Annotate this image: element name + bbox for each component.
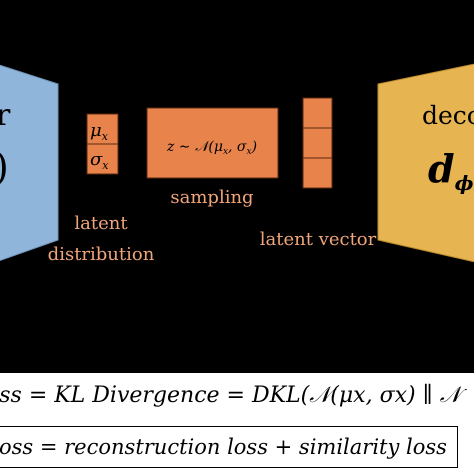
latent-vector-label: latent vector	[260, 229, 377, 250]
kl-divergence-formula: oss = KL Divergence = DKL(𝒩(μx, σx) ∥ 𝒩	[0, 373, 474, 419]
encoder-symbol: )	[0, 145, 9, 189]
kl-divergence-formula-text: oss = KL Divergence = DKL(𝒩(μx, σx) ∥ 𝒩	[0, 383, 461, 408]
sampling-formula: z ∼ 𝒩(μx, σx)	[166, 139, 257, 157]
latent-sigma: σx	[90, 149, 109, 172]
decoder-block	[377, 63, 474, 263]
latent-vector-cell-1	[302, 97, 333, 129]
decoder-label: deco	[422, 101, 474, 130]
sampling-label: sampling	[170, 187, 253, 208]
latent-vector-cell-2	[302, 127, 333, 159]
latent-mu: μx	[90, 120, 109, 143]
encoder-label: r	[0, 98, 11, 133]
encoder-block	[0, 64, 59, 262]
total-loss-formula-box: oss = reconstruction loss + similarity l…	[0, 426, 458, 468]
sampling-block	[146, 107, 279, 179]
total-loss-formula-text: oss = reconstruction loss + similarity l…	[0, 435, 447, 459]
decoder-symbol: dϕ(	[428, 146, 474, 195]
latent-sigma-cell	[86, 143, 119, 175]
latent-distribution-label-line2: distribution	[48, 244, 155, 265]
latent-distribution-label-line1: latent	[74, 213, 128, 234]
latent-vector-cell-3	[302, 157, 333, 189]
